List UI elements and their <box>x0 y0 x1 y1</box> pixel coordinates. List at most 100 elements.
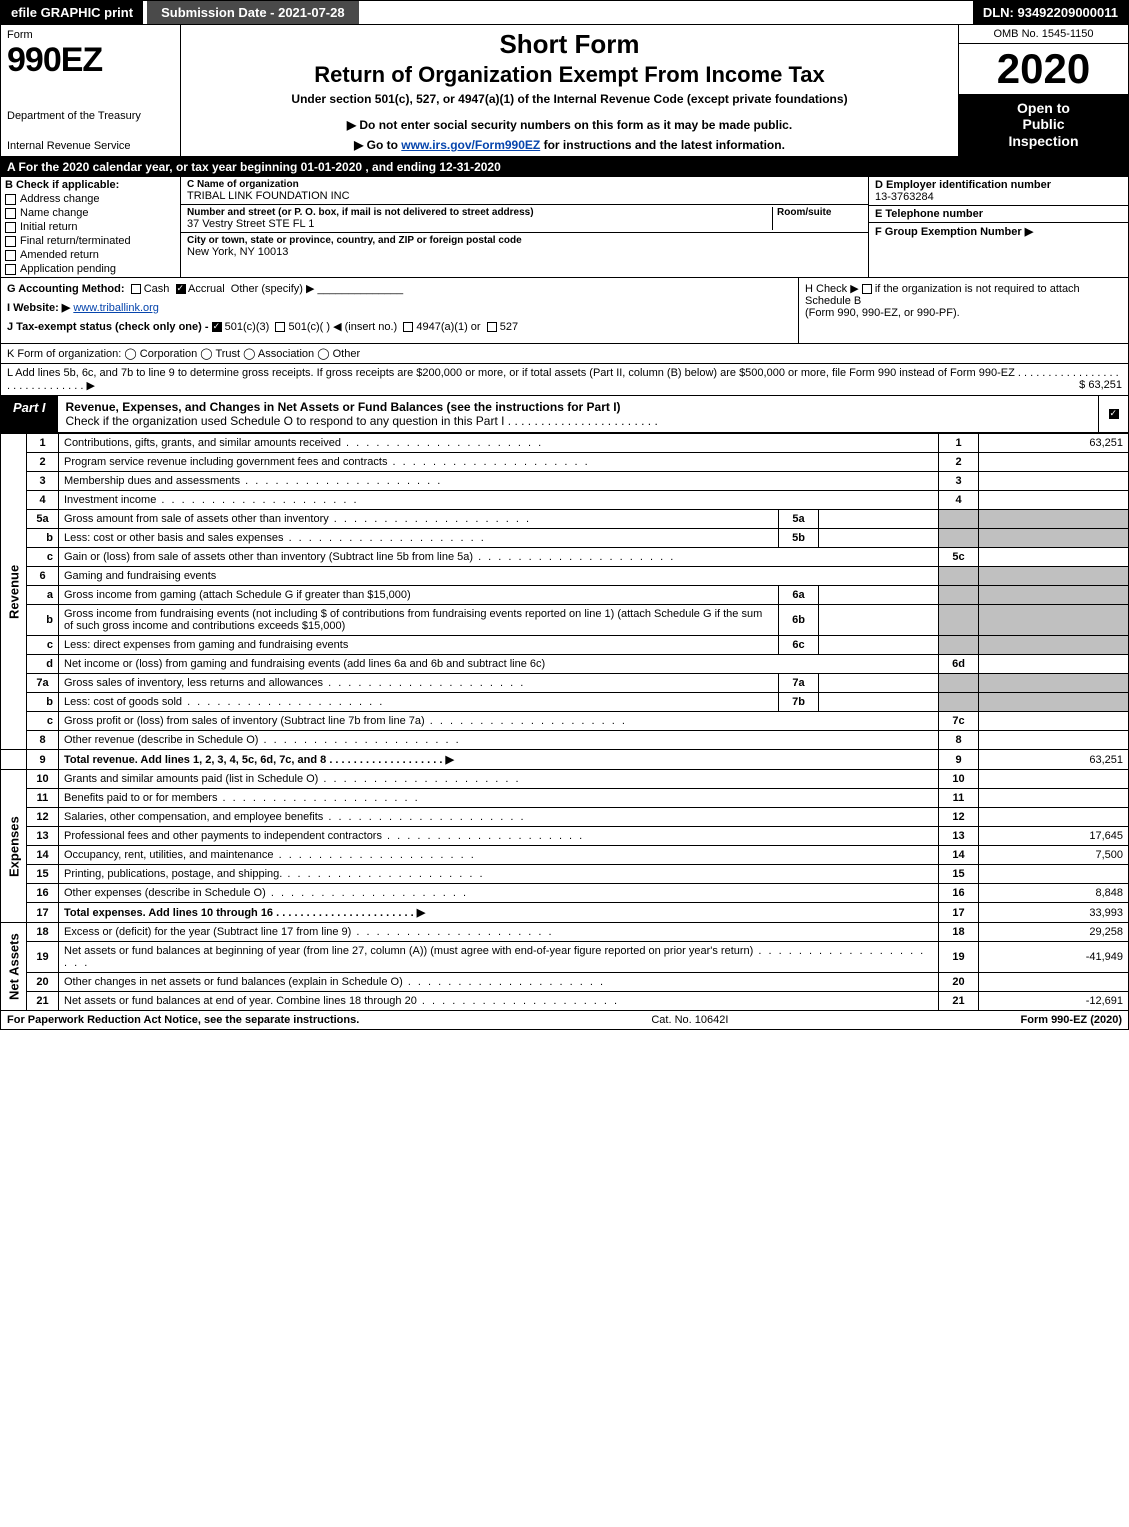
desc: Less: cost of goods sold <box>59 693 779 712</box>
dept-irs: Internal Revenue Service <box>7 140 174 152</box>
irs-link[interactable]: www.irs.gov/Form990EZ <box>401 138 540 152</box>
efile-print-button[interactable]: efile GRAPHIC print <box>1 1 143 24</box>
inner-num: 6a <box>779 586 819 605</box>
rnum: 1 <box>939 434 979 453</box>
rnum: 7c <box>939 712 979 731</box>
checkbox-icon[interactable] <box>131 284 141 294</box>
amount <box>979 453 1129 472</box>
table-row: b Less: cost of goods sold 7b <box>1 693 1129 712</box>
addr-value: 37 Vestry Street STE FL 1 <box>187 218 772 230</box>
rnum: 3 <box>939 472 979 491</box>
amount <box>979 789 1129 808</box>
part1-table: Revenue 1 Contributions, gifts, grants, … <box>0 433 1129 1011</box>
desc: Less: cost or other basis and sales expe… <box>59 529 779 548</box>
i-label: I Website: ▶ <box>7 302 70 314</box>
desc: Professional fees and other payments to … <box>59 827 939 846</box>
checkbox-checked-icon[interactable] <box>212 322 222 332</box>
rnum: 13 <box>939 827 979 846</box>
rnum: 21 <box>939 992 979 1011</box>
info-block: B Check if applicable: Address change Na… <box>0 177 1129 278</box>
checkbox-icon[interactable] <box>403 322 413 332</box>
rnum: 12 <box>939 808 979 827</box>
table-row: 15 Printing, publications, postage, and … <box>1 865 1129 884</box>
tel-row: E Telephone number <box>869 206 1128 223</box>
org-name-label: C Name of organization <box>187 179 862 190</box>
city-label: City or town, state or province, country… <box>187 235 862 246</box>
rnum: 8 <box>939 731 979 750</box>
rnum: 9 <box>939 750 979 770</box>
table-row: 6 Gaming and fundraising events <box>1 567 1129 586</box>
table-row: c Gross profit or (loss) from sales of i… <box>1 712 1129 731</box>
desc: Benefits paid to or for members <box>59 789 939 808</box>
checkbox-icon[interactable] <box>862 284 872 294</box>
part1-schedule-o-check[interactable] <box>1098 396 1128 432</box>
under-section: Under section 501(c), 527, or 4947(a)(1)… <box>189 92 950 106</box>
checkbox-checked-icon <box>1109 409 1119 419</box>
inner-amount <box>819 636 939 655</box>
footer-form-pre: Form <box>1021 1014 1052 1026</box>
g-accrual: Accrual <box>188 283 225 295</box>
amount <box>979 865 1129 884</box>
lnum: 9 <box>27 750 59 770</box>
form-word: Form <box>7 29 174 41</box>
lnum: 18 <box>27 923 59 942</box>
part1-header: Part I Revenue, Expenses, and Changes in… <box>0 396 1129 433</box>
short-form-title: Short Form <box>189 29 950 60</box>
table-row: 19 Net assets or fund balances at beginn… <box>1 942 1129 973</box>
checkbox-icon <box>5 250 16 261</box>
group-label: F Group Exemption Number ▶ <box>875 225 1122 238</box>
shaded-cell <box>979 693 1129 712</box>
cb-initial-return[interactable]: Initial return <box>5 221 176 233</box>
lnum: 7a <box>27 674 59 693</box>
shaded-cell <box>939 586 979 605</box>
shaded-cell <box>979 567 1129 586</box>
desc: Gross income from gaming (attach Schedul… <box>59 586 779 605</box>
checkbox-icon[interactable] <box>487 322 497 332</box>
cb-final-return[interactable]: Final return/terminated <box>5 235 176 247</box>
cb-address-change[interactable]: Address change <box>5 193 176 205</box>
box-c: C Name of organization TRIBAL LINK FOUND… <box>181 177 868 277</box>
desc: Net income or (loss) from gaming and fun… <box>59 655 939 674</box>
shaded-cell <box>939 636 979 655</box>
checkbox-checked-icon[interactable] <box>176 284 186 294</box>
lnum: 21 <box>27 992 59 1011</box>
desc: Grants and similar amounts paid (list in… <box>59 770 939 789</box>
table-row: c Gain or (loss) from sale of assets oth… <box>1 548 1129 567</box>
inner-amount <box>819 674 939 693</box>
cb-amended[interactable]: Amended return <box>5 249 176 261</box>
tax-exempt-status: J Tax-exempt status (check only one) - 5… <box>7 320 792 333</box>
table-row: 2 Program service revenue including gove… <box>1 453 1129 472</box>
lnum: c <box>27 712 59 731</box>
desc: Other changes in net assets or fund bala… <box>59 973 939 992</box>
netassets-side-label: Net Assets <box>1 923 27 1011</box>
footer-form-post: (2020) <box>1087 1014 1122 1026</box>
header-right: OMB No. 1545-1150 2020 Open to Public In… <box>958 25 1128 156</box>
shaded-cell <box>939 567 979 586</box>
lnum: b <box>27 693 59 712</box>
cb-app-pending[interactable]: Application pending <box>5 263 176 275</box>
city-value: New York, NY 10013 <box>187 246 862 258</box>
lnum: 13 <box>27 827 59 846</box>
lnum: a <box>27 586 59 605</box>
table-row: 5a Gross amount from sale of assets othe… <box>1 510 1129 529</box>
lnum: 3 <box>27 472 59 491</box>
lnum: 11 <box>27 789 59 808</box>
h-text3: (Form 990, 990-EZ, or 990-PF). <box>805 307 960 319</box>
dept-treasury: Department of the Treasury <box>7 110 174 122</box>
amount <box>979 712 1129 731</box>
table-row: 4 Investment income 4 <box>1 491 1129 510</box>
lnum: 8 <box>27 731 59 750</box>
cb-name-change[interactable]: Name change <box>5 207 176 219</box>
dln-label: DLN: 93492209000011 <box>973 1 1128 24</box>
box-def: D Employer identification number 13-3763… <box>868 177 1128 277</box>
desc: Total revenue. Add lines 1, 2, 3, 4, 5c,… <box>59 750 939 770</box>
tel-label: E Telephone number <box>875 208 1122 220</box>
lnum: 15 <box>27 865 59 884</box>
checkbox-icon <box>5 264 16 275</box>
shaded-cell <box>939 510 979 529</box>
table-row: 13 Professional fees and other payments … <box>1 827 1129 846</box>
checkbox-icon[interactable] <box>275 322 285 332</box>
inner-num: 5a <box>779 510 819 529</box>
desc: Program service revenue including govern… <box>59 453 939 472</box>
website-link[interactable]: www.triballink.org <box>73 302 159 314</box>
